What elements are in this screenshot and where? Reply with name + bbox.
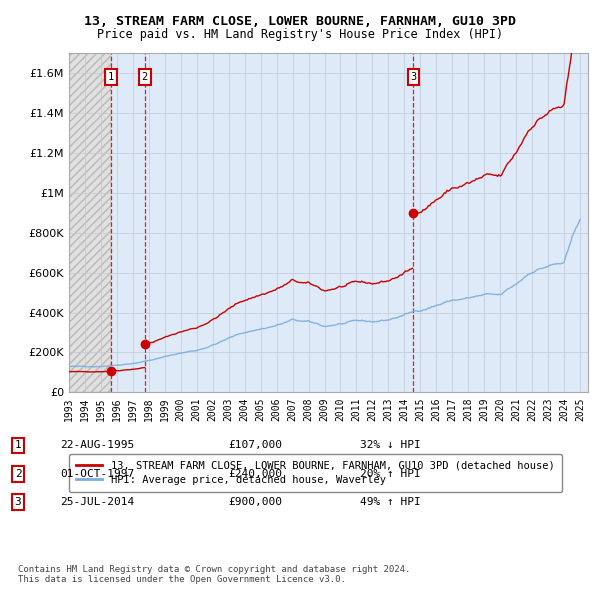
Polygon shape bbox=[69, 53, 111, 392]
Polygon shape bbox=[111, 53, 588, 392]
Text: 22-AUG-1995: 22-AUG-1995 bbox=[60, 441, 134, 450]
Text: 32% ↓ HPI: 32% ↓ HPI bbox=[360, 441, 421, 450]
Text: 2: 2 bbox=[142, 72, 148, 82]
Legend: 13, STREAM FARM CLOSE, LOWER BOURNE, FARNHAM, GU10 3PD (detached house), HPI: Av: 13, STREAM FARM CLOSE, LOWER BOURNE, FAR… bbox=[69, 454, 562, 492]
Text: 13, STREAM FARM CLOSE, LOWER BOURNE, FARNHAM, GU10 3PD: 13, STREAM FARM CLOSE, LOWER BOURNE, FAR… bbox=[84, 15, 516, 28]
Text: 20% ↑ HPI: 20% ↑ HPI bbox=[360, 469, 421, 478]
Text: 25-JUL-2014: 25-JUL-2014 bbox=[60, 497, 134, 507]
Text: £240,000: £240,000 bbox=[228, 469, 282, 478]
Text: 2: 2 bbox=[14, 469, 22, 478]
Text: 3: 3 bbox=[14, 497, 22, 507]
Text: Contains HM Land Registry data © Crown copyright and database right 2024.
This d: Contains HM Land Registry data © Crown c… bbox=[18, 565, 410, 584]
Text: 01-OCT-1997: 01-OCT-1997 bbox=[60, 469, 134, 478]
Text: Price paid vs. HM Land Registry's House Price Index (HPI): Price paid vs. HM Land Registry's House … bbox=[97, 28, 503, 41]
Text: 1: 1 bbox=[108, 72, 114, 82]
Text: £900,000: £900,000 bbox=[228, 497, 282, 507]
Text: 1: 1 bbox=[14, 441, 22, 450]
Text: 3: 3 bbox=[410, 72, 416, 82]
Text: £107,000: £107,000 bbox=[228, 441, 282, 450]
Text: 49% ↑ HPI: 49% ↑ HPI bbox=[360, 497, 421, 507]
